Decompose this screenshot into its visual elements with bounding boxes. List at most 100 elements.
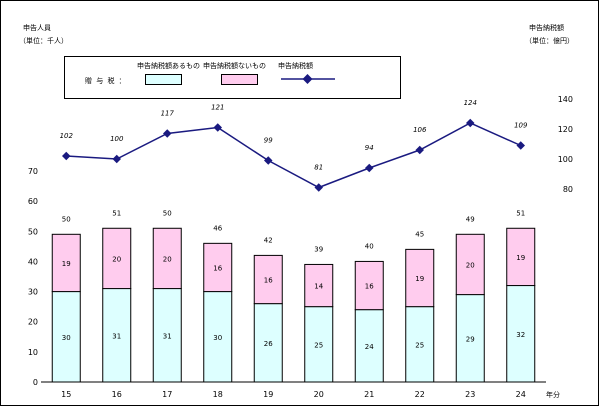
tax-amount-point [314, 183, 323, 192]
bar-segment-with-tax [506, 285, 536, 383]
bar-segment-with-tax [405, 306, 435, 383]
bar-segment-without-tax [455, 233, 485, 296]
legend-label-with-tax: 申告納税額あるもの [137, 62, 200, 70]
legend-label-tax-amount: 申告納税額 [278, 62, 313, 70]
bar-label-without-tax: 19 [415, 275, 424, 283]
bar-label-with-tax: 32 [516, 331, 525, 339]
x-tick-label: 19 [263, 390, 273, 399]
x-tick-label: 23 [465, 390, 475, 399]
left-axis-title: 申告人員 [23, 23, 51, 32]
x-tick-label: 22 [415, 390, 425, 399]
bar-total-label: 45 [415, 230, 424, 238]
bar-segment-with-tax [253, 303, 283, 383]
left-tick-label: 50 [28, 227, 38, 236]
tax-amount-point [365, 163, 374, 173]
left-tick-label: 60 [28, 197, 38, 206]
bar-total-label: 51 [112, 209, 121, 217]
bar-label-with-tax: 25 [415, 341, 424, 349]
bar-label-without-tax: 20 [163, 255, 172, 263]
tax-amount-point [264, 156, 273, 165]
bar-total-label: 49 [466, 215, 475, 223]
bar-segment-without-tax [152, 227, 182, 290]
bar-label-with-tax: 24 [365, 343, 374, 351]
tax-amount-point [466, 118, 475, 128]
bar-total-label: 51 [516, 209, 525, 217]
left-axis-unit: （単位：千人） [19, 36, 68, 45]
bar-label-with-tax: 26 [264, 340, 273, 348]
tax-amount-label: 121 [211, 104, 224, 112]
legend-prefix: 贈 与 税 ： [85, 77, 127, 85]
x-tick-label: 18 [213, 390, 223, 399]
bar-total-label: 50 [163, 209, 172, 217]
bar-total-label: 42 [264, 236, 273, 244]
bar-segment-with-tax [455, 294, 485, 383]
tax-amount-label: 102 [60, 132, 74, 140]
legend-swatch-with-tax [145, 74, 182, 85]
bar-label-without-tax: 16 [264, 277, 273, 285]
right-tick-label: 120 [558, 125, 573, 134]
tax-amount-point [415, 145, 424, 155]
tax-amount-point [112, 154, 121, 164]
x-axis-unit-label: 年分 [546, 390, 560, 399]
bar-segment-with-tax [203, 291, 233, 383]
bar-label-without-tax: 16 [365, 283, 374, 291]
left-tick-label: 0 [33, 378, 38, 387]
right-axis-title: 申告納税額 [529, 23, 564, 32]
left-tick-label: 20 [28, 318, 38, 327]
bar-label-with-tax: 30 [62, 334, 71, 342]
right-tick-label: 100 [558, 155, 573, 164]
bar-total-label: 40 [365, 242, 374, 250]
bar-segment-without-tax [203, 242, 233, 293]
bar-label-without-tax: 19 [516, 254, 525, 262]
bar-label-without-tax: 20 [466, 261, 475, 269]
tax-amount-label: 109 [514, 122, 528, 130]
tax-amount-point [62, 151, 71, 161]
bar-segment-without-tax [253, 254, 283, 305]
bar-label-with-tax: 29 [466, 335, 475, 343]
tax-amount-point [163, 129, 172, 138]
left-tick-label: 70 [28, 167, 38, 176]
bar-total-label: 39 [314, 245, 323, 253]
bar-total-label: 46 [213, 224, 222, 232]
right-axis-unit: （単位：億円） [525, 36, 574, 45]
tax-amount-line [66, 122, 522, 189]
tax-amount-label: 99 [264, 137, 273, 145]
x-tick-label: 24 [516, 390, 526, 399]
bar-segment-without-tax [304, 263, 334, 308]
tax-amount-label: 94 [365, 144, 374, 152]
left-tick-label: 40 [28, 257, 38, 266]
bar-label-with-tax: 31 [163, 332, 172, 340]
bar-label-without-tax: 19 [62, 260, 71, 268]
tax-amount-point [516, 141, 525, 150]
legend-swatch-without-tax [221, 74, 258, 85]
left-tick-label: 10 [28, 348, 38, 357]
x-tick-label: 17 [162, 390, 172, 399]
tax-amount-label: 124 [464, 99, 477, 107]
bar-segment-without-tax [405, 248, 435, 308]
bar-segment-without-tax [51, 233, 81, 293]
tax-amount-label: 117 [161, 110, 175, 118]
tax-amount-point [213, 123, 222, 132]
right-tick-label: 80 [563, 185, 573, 194]
tax-amount-label: 106 [413, 126, 427, 134]
tax-amount-label: 100 [110, 135, 124, 143]
legend: 贈 与 税 ： 申告納税額あるもの 申告納税額ないもの 申告納税額 [64, 56, 401, 99]
left-tick-label: 30 [28, 288, 38, 297]
bar-label-with-tax: 25 [314, 341, 323, 349]
bar-label-without-tax: 20 [112, 255, 121, 263]
x-tick-label: 16 [112, 390, 122, 399]
x-tick-label: 20 [314, 390, 324, 399]
tax-amount-label: 81 [314, 164, 323, 172]
bar-segment-without-tax [102, 227, 132, 290]
bar-total-label: 50 [62, 215, 71, 223]
x-tick-label: 21 [364, 390, 374, 399]
x-tick-label: 15 [61, 390, 71, 399]
legend-line-sample [281, 74, 335, 84]
bar-segment-without-tax [506, 227, 536, 287]
bar-label-without-tax: 14 [314, 283, 323, 291]
bar-label-with-tax: 31 [112, 332, 121, 340]
bar-segment-without-tax [354, 260, 384, 311]
right-tick-label: 140 [558, 95, 573, 104]
